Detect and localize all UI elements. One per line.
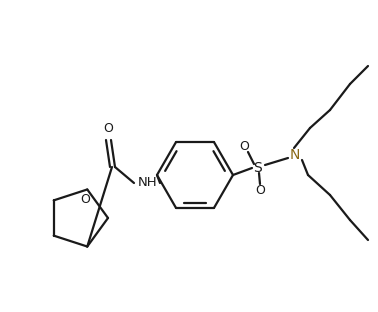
Text: O: O	[81, 193, 90, 206]
Text: O: O	[103, 123, 113, 135]
Text: O: O	[255, 183, 265, 197]
Text: NH: NH	[138, 177, 158, 189]
Text: N: N	[290, 148, 300, 162]
Text: O: O	[239, 139, 249, 153]
Text: S: S	[254, 161, 262, 175]
